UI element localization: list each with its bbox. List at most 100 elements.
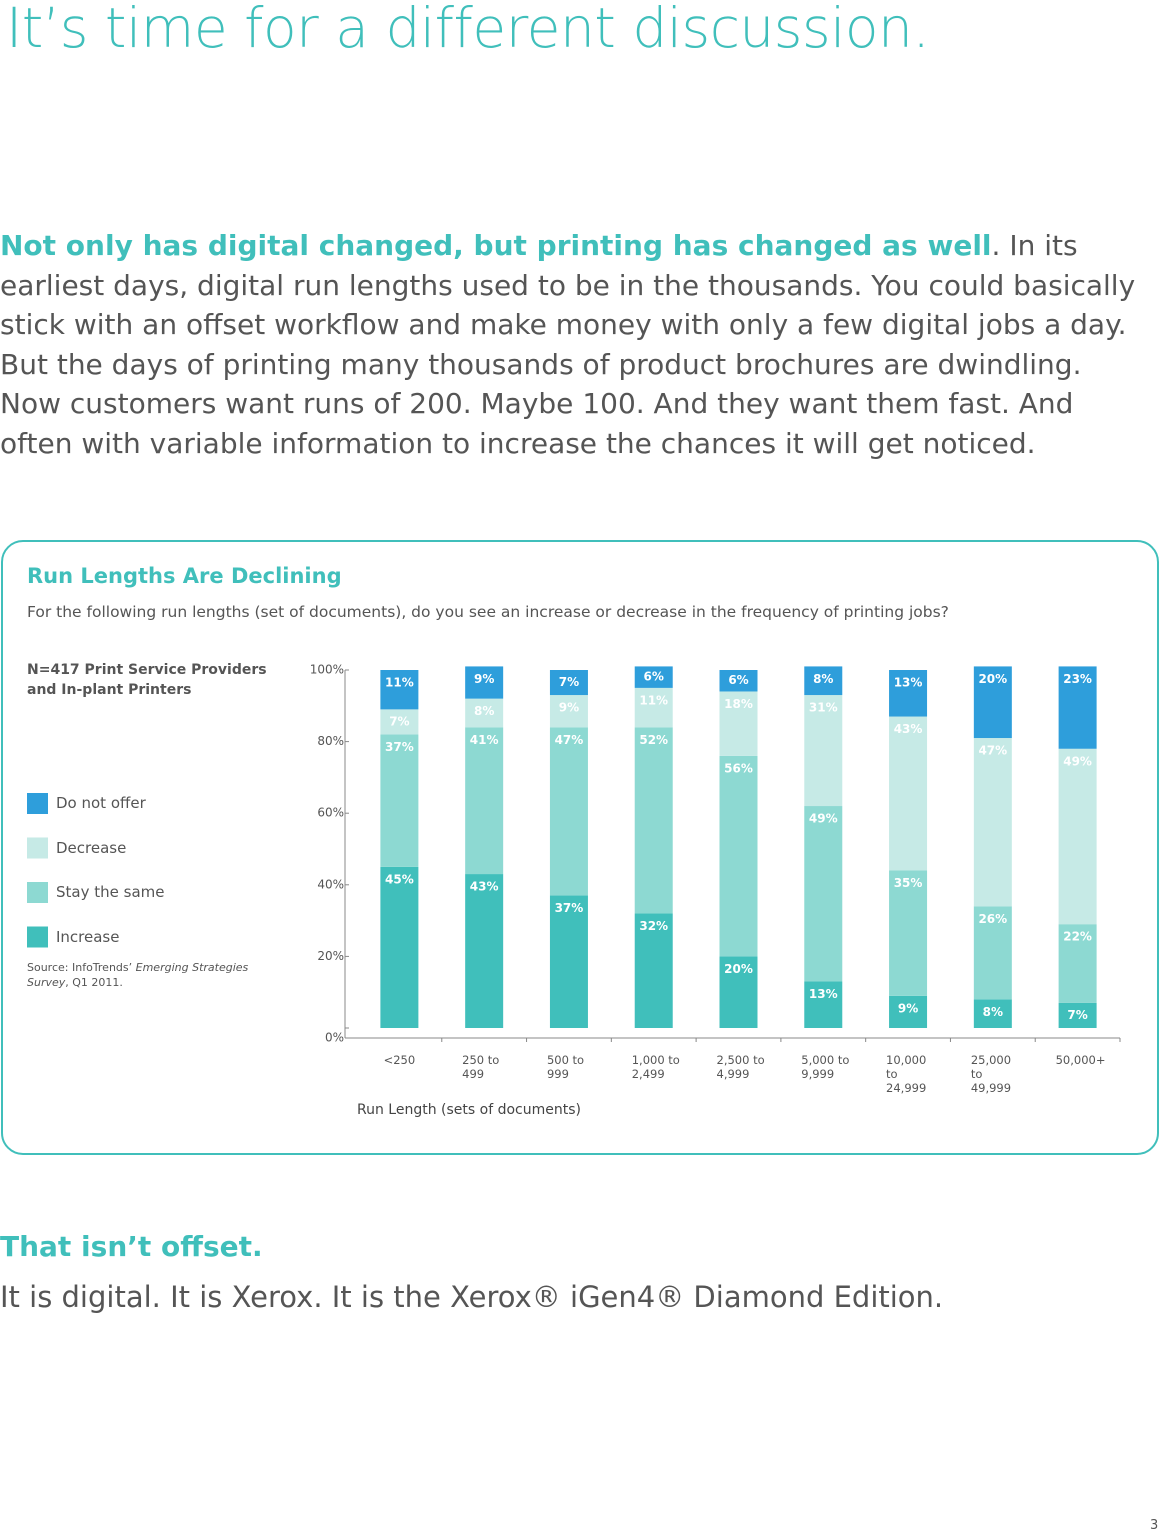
value-label: 7% bbox=[389, 714, 409, 728]
sample-note: N=417 Print Service Providers and In-pla… bbox=[27, 662, 267, 698]
chart-title: Run Lengths Are Declining bbox=[27, 564, 342, 588]
value-label: 8% bbox=[983, 1005, 1003, 1019]
legend-swatch bbox=[27, 882, 48, 903]
value-label: 6% bbox=[728, 673, 748, 687]
value-label: 9% bbox=[898, 1001, 918, 1015]
value-label: 7% bbox=[1067, 1008, 1087, 1022]
bar-segment bbox=[1058, 666, 1097, 749]
source-prefix: Source: InfoTrends’ bbox=[27, 961, 136, 974]
bar-segment bbox=[549, 695, 588, 728]
bar-segment bbox=[889, 670, 928, 717]
intro-lead: Not only has digital changed, but printi… bbox=[0, 229, 992, 262]
bar-segment bbox=[634, 913, 673, 1028]
bar-segment bbox=[549, 727, 588, 896]
legend-swatch bbox=[27, 926, 48, 948]
y-tick-label: 60% bbox=[317, 806, 344, 820]
bar-segment bbox=[465, 874, 504, 1028]
x-tick-label: 250 to 499 bbox=[462, 1053, 500, 1081]
value-label: 22% bbox=[1063, 930, 1092, 944]
source-title: Emerging Strategies Survey bbox=[27, 961, 252, 989]
y-tick-label: 40% bbox=[317, 877, 344, 891]
value-label: 49% bbox=[809, 812, 838, 826]
value-label: 23% bbox=[1063, 672, 1092, 686]
source-note: Source: InfoTrends’ Emerging Strategies … bbox=[27, 960, 267, 990]
bar-segment bbox=[973, 999, 1012, 1028]
value-label: 6% bbox=[644, 670, 664, 684]
bar-segment bbox=[719, 691, 758, 756]
value-label: 18% bbox=[724, 697, 753, 711]
value-label: 13% bbox=[809, 987, 838, 1001]
y-tick-label: 0% bbox=[325, 1031, 344, 1045]
bar-segment bbox=[719, 755, 758, 957]
value-label: 7% bbox=[559, 675, 579, 689]
legend-label: Stay the same bbox=[56, 883, 165, 901]
bar-segment bbox=[804, 981, 843, 1028]
value-label: 32% bbox=[639, 919, 668, 933]
value-label: 31% bbox=[809, 701, 838, 715]
value-label: 47% bbox=[978, 744, 1007, 758]
value-label: 11% bbox=[639, 693, 668, 707]
value-label: 45% bbox=[385, 872, 414, 886]
bar-segment bbox=[719, 956, 758, 1028]
bar-segment bbox=[889, 995, 928, 1028]
page-number: 3 bbox=[1150, 1518, 1159, 1533]
bar-segment bbox=[549, 895, 588, 1028]
value-label: 43% bbox=[894, 722, 923, 736]
bar-segment bbox=[549, 670, 588, 696]
y-tick-label: 80% bbox=[317, 734, 344, 748]
bar-segment bbox=[889, 870, 928, 996]
bar-segment bbox=[465, 666, 504, 699]
x-tick-label: 5,000 to 9,999 bbox=[801, 1053, 850, 1081]
bar-segment bbox=[634, 666, 673, 688]
bar-segment bbox=[380, 734, 419, 867]
x-tick-label: 25,000 to 49,999 bbox=[970, 1053, 1012, 1095]
value-label: 47% bbox=[555, 733, 584, 747]
bar-segment bbox=[1058, 1002, 1097, 1028]
value-label: 8% bbox=[474, 704, 494, 718]
chart-panel bbox=[1, 540, 1159, 1155]
value-label: 8% bbox=[813, 672, 833, 686]
bar-segment bbox=[465, 727, 504, 875]
source-suffix: , Q1 2011. bbox=[65, 976, 123, 989]
value-label: 11% bbox=[385, 676, 414, 690]
chart-subtitle: For the following run lengths (set of do… bbox=[27, 603, 949, 621]
value-label: 35% bbox=[894, 876, 923, 890]
value-label: 13% bbox=[894, 676, 923, 690]
page-title: It’s time for a different discussion. bbox=[6, 0, 930, 60]
bar-segment bbox=[380, 866, 419, 1028]
x-tick-label: 10,000 to 24,999 bbox=[886, 1053, 927, 1095]
bar-segment bbox=[804, 666, 843, 696]
legend-label: Increase bbox=[56, 927, 120, 946]
intro-text: . In its earliest days, digital run leng… bbox=[0, 229, 1136, 460]
closing-text: It is digital. It is Xerox. It is the Xe… bbox=[0, 1280, 944, 1314]
x-tick-label: 500 to 999 bbox=[546, 1053, 585, 1081]
value-label: 52% bbox=[639, 733, 668, 747]
value-label: 37% bbox=[385, 740, 414, 754]
bar-segment bbox=[973, 666, 1012, 739]
x-tick-label: 1,000 to 2,499 bbox=[631, 1053, 680, 1081]
legend-swatch bbox=[27, 793, 48, 814]
bar-segment bbox=[634, 687, 673, 728]
bar-segment bbox=[1058, 924, 1097, 1003]
x-axis-label: Run Length (sets of documents) bbox=[357, 1102, 581, 1118]
bar-segment bbox=[889, 716, 928, 871]
value-label: 49% bbox=[1063, 754, 1092, 768]
x-tick-label: 2,500 to 4,999 bbox=[716, 1053, 765, 1081]
bar-segment bbox=[973, 738, 1012, 907]
value-label: 41% bbox=[470, 733, 499, 747]
y-tick-label: 100% bbox=[310, 663, 344, 677]
legend-swatch bbox=[27, 837, 48, 859]
y-tick-label: 20% bbox=[317, 949, 344, 963]
bar-segment bbox=[804, 695, 843, 807]
value-label: 26% bbox=[978, 912, 1007, 926]
bar-segment bbox=[465, 698, 504, 728]
bar-segment bbox=[719, 670, 758, 692]
intro-paragraph: Not only has digital changed, but printi… bbox=[0, 226, 1150, 463]
value-label: 37% bbox=[555, 901, 584, 915]
value-label: 9% bbox=[474, 672, 494, 686]
x-tick-label: <250 bbox=[383, 1053, 416, 1067]
closing-title: That isn’t offset. bbox=[0, 1230, 263, 1263]
value-label: 43% bbox=[470, 880, 499, 894]
